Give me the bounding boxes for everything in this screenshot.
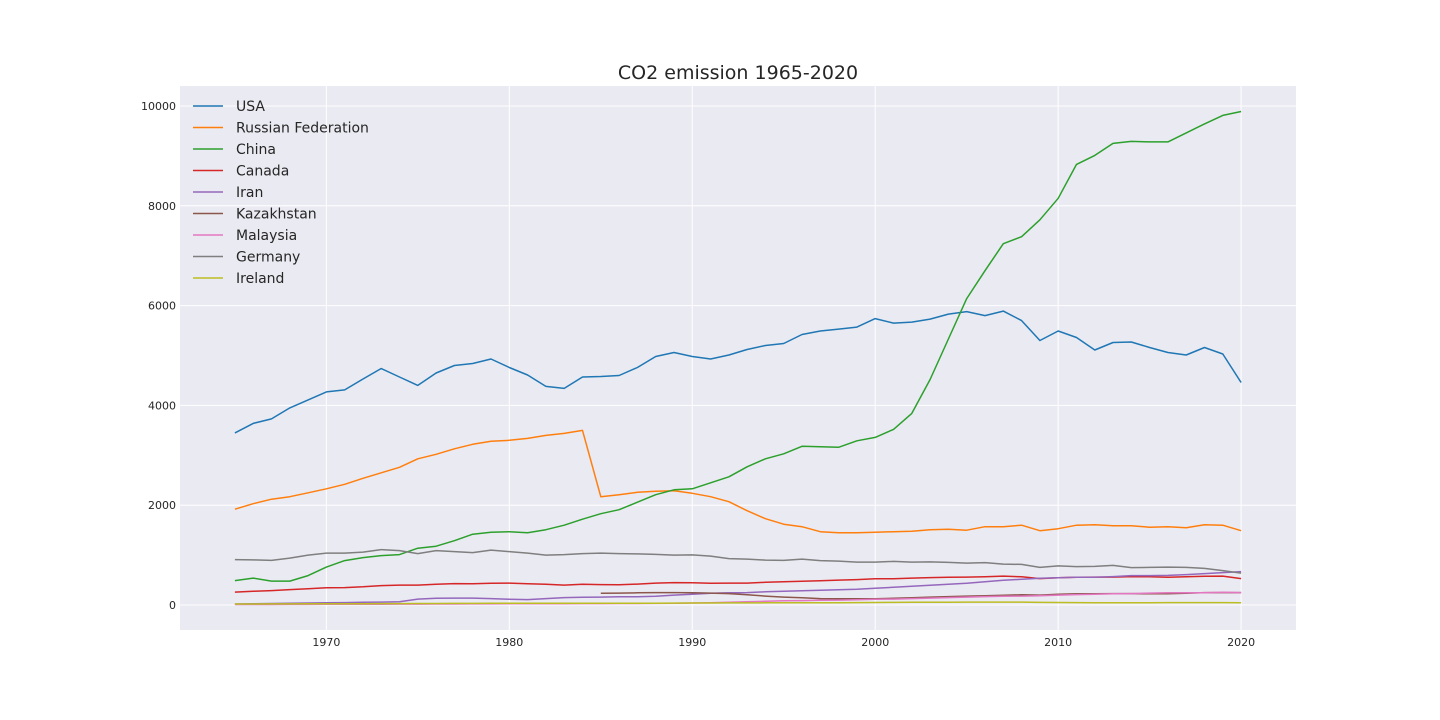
legend-label-usa: USA — [236, 99, 265, 115]
x-tick-label: 1970 — [312, 636, 340, 649]
series-line-ireland — [234, 601, 1242, 605]
grid-lines — [180, 86, 1296, 630]
series-line-usa — [234, 310, 1242, 434]
x-tick-label: 2020 — [1227, 636, 1255, 649]
chart-title: CO2 emission 1965-2020 — [618, 62, 858, 84]
legend-label-malaysia: Malaysia — [236, 228, 297, 244]
legend-label-canada: Canada — [236, 164, 289, 180]
y-tick-label: 10000 — [141, 100, 176, 113]
x-tick-label: 1990 — [678, 636, 706, 649]
legend-label-kazakhstan: Kazakhstan — [236, 207, 317, 223]
y-axis-ticks: 0 2000 4000 6000 8000 10000 — [141, 100, 176, 612]
legend-label-china: China — [236, 142, 276, 158]
series-line-germany — [234, 548, 1242, 574]
legend-label-iran: Iran — [236, 185, 263, 201]
x-tick-label: 2010 — [1044, 636, 1072, 649]
y-tick-label: 0 — [169, 599, 176, 612]
x-axis-ticks: 1970 1980 1990 2000 2010 2020 — [312, 636, 1255, 649]
y-tick-label: 4000 — [148, 399, 176, 412]
series-line-russian-federation — [234, 429, 1242, 534]
legend-label-germany: Germany — [236, 250, 300, 266]
series-lines — [234, 110, 1242, 606]
x-tick-label: 1980 — [495, 636, 523, 649]
y-tick-label: 2000 — [148, 499, 176, 512]
series-line-china — [234, 110, 1242, 582]
y-tick-label: 8000 — [148, 200, 176, 213]
plot-area — [180, 86, 1296, 630]
legend: USA Russian Federation China Canada Iran Kaza… — [193, 99, 369, 287]
y-tick-label: 6000 — [148, 300, 176, 313]
legend-label-russian-federation: Russian Federation — [236, 121, 369, 137]
legend-label-ireland: Ireland — [236, 271, 284, 287]
series-line-iran — [234, 570, 1242, 605]
x-tick-label: 2000 — [861, 636, 889, 649]
